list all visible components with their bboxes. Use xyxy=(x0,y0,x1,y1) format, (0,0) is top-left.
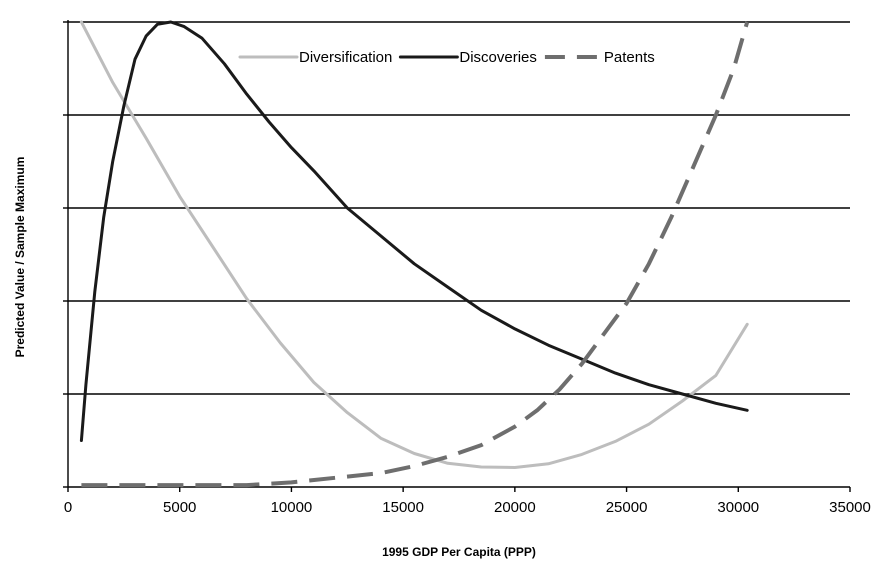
series-line-patents xyxy=(81,21,750,488)
gridlines xyxy=(68,21,850,395)
x-tick-label-25000: 25000 xyxy=(606,499,648,516)
x-tick-label-5000: 5000 xyxy=(163,499,196,516)
x-tick-label-10000: 10000 xyxy=(271,499,313,516)
series-line-diversification xyxy=(79,20,749,469)
x-tick-label-30000: 30000 xyxy=(717,499,759,516)
legend-label-patents: Patents xyxy=(604,49,655,66)
y-axis-title: Predicted Value / Sample Maximum xyxy=(13,157,27,358)
series-line-discoveries xyxy=(79,20,749,442)
legend: Diversification Discoveries Patents xyxy=(238,49,655,66)
legend-label-discoveries: Discoveries xyxy=(459,49,537,66)
x-tick-label-15000: 15000 xyxy=(382,499,424,516)
x-tick-label-35000: 35000 xyxy=(829,499,871,516)
axes: 0 5000 10000 15000 20000 25000 30000 35000 xyxy=(63,20,871,516)
x-tick-label-20000: 20000 xyxy=(494,499,536,516)
series-layer xyxy=(79,20,750,488)
x-axis-title: 1995 GDP Per Capita (PPP) xyxy=(382,545,536,559)
legend-label-diversification: Diversification xyxy=(299,49,392,66)
x-tick-label-0: 0 xyxy=(64,499,72,516)
